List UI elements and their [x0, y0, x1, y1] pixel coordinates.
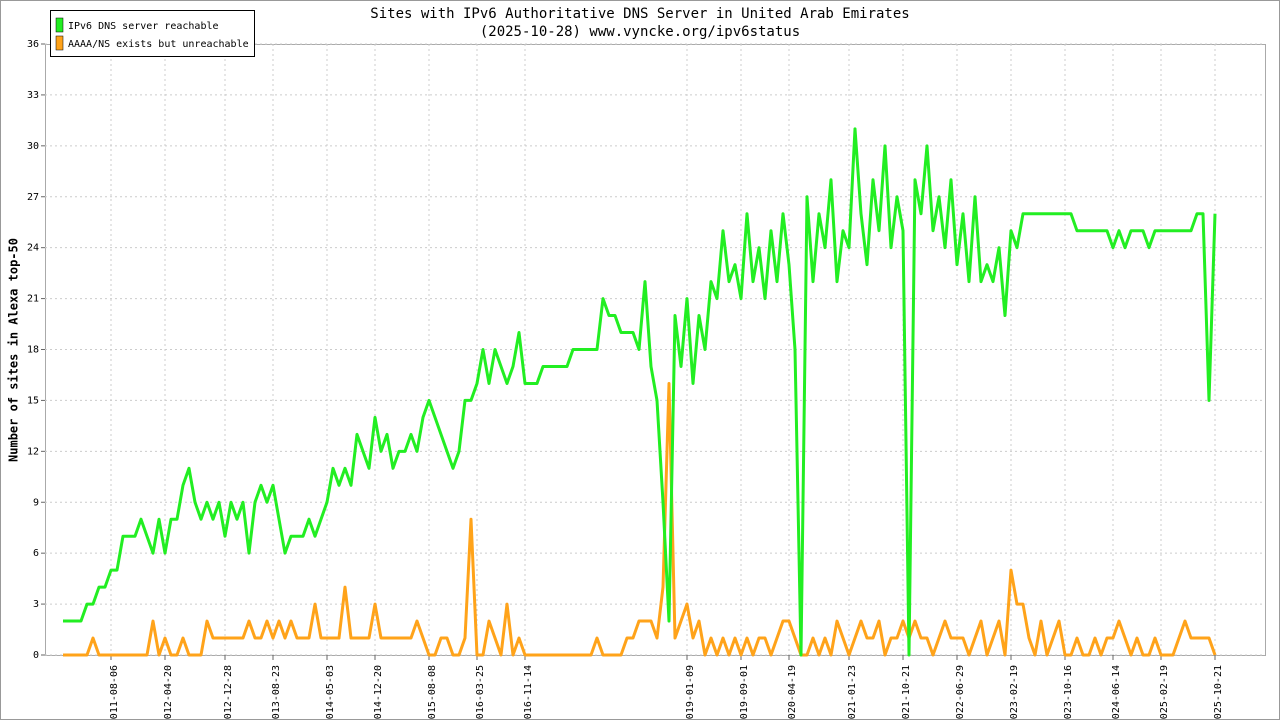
x-tick-label: 2023-02-19 — [1009, 665, 1020, 720]
x-tick-label: 2016-11-14 — [523, 665, 534, 720]
y-tick-label: 9 — [33, 497, 39, 508]
legend-swatch — [55, 17, 64, 33]
x-tick-label: 2020-04-19 — [787, 665, 798, 720]
x-tick-label: 2012-04-20 — [163, 665, 174, 720]
x-tick-label: 2016-03-25 — [475, 665, 486, 720]
x-tick-label: 2025-10-21 — [1213, 665, 1224, 720]
y-tick-label: 18 — [27, 345, 39, 356]
y-tick-label: 0 — [33, 650, 39, 661]
x-tick-label: 2022-06-29 — [955, 665, 966, 720]
x-tick-label: 2023-10-16 — [1063, 665, 1074, 720]
lines — [63, 127, 1217, 657]
legend-label: AAAA/NS exists but unreachable — [68, 39, 249, 50]
y-tick-label: 21 — [27, 294, 39, 305]
x-tick-label: 2015-08-08 — [427, 665, 438, 720]
y-tick-label: 30 — [27, 141, 39, 152]
x-tick-label: 2019-01-09 — [685, 665, 696, 720]
x-tick-label: 2019-09-01 — [739, 665, 750, 720]
legend-label: IPv6 DNS server reachable — [68, 21, 219, 32]
y-tick-label: 3 — [33, 599, 39, 610]
y-tick-label: 12 — [27, 446, 39, 457]
y-tick-label: 15 — [27, 395, 39, 406]
y-tick-label: 6 — [33, 548, 39, 559]
x-tick-label: 2014-12-20 — [373, 665, 384, 720]
chart-title: Sites with IPv6 Authoritative DNS Server… — [370, 6, 909, 22]
legend: IPv6 DNS server reachable AAAA/NS exists … — [50, 10, 255, 57]
legend-box — [50, 10, 255, 57]
x-tick-label: 2025-02-19 — [1159, 665, 1170, 720]
series-line — [63, 381, 1217, 657]
x-tick-label: 2013-08-23 — [271, 665, 282, 720]
y-tick-label: 33 — [27, 90, 39, 101]
y-tick-label: 27 — [27, 192, 39, 203]
x-tick-label: 2012-12-28 — [223, 665, 234, 720]
x-tick-label: 2014-05-03 — [325, 665, 336, 720]
y-tick-label: 36 — [27, 39, 39, 50]
series-line — [63, 127, 1217, 657]
x-tick-label: 2024-06-14 — [1111, 665, 1122, 720]
chart-subtitle: (2025-10-28) www.vyncke.org/ipv6status — [480, 24, 800, 40]
x-tick-label: 2011-08-06 — [109, 665, 120, 720]
x-tick-label: 2021-10-21 — [901, 665, 912, 720]
legend-swatch — [55, 35, 64, 51]
x-tick-label: 2021-01-23 — [847, 665, 858, 720]
y-tick-label: 24 — [27, 243, 39, 254]
y-axis-label: Number of sites in Alexa top-50 — [7, 238, 21, 462]
